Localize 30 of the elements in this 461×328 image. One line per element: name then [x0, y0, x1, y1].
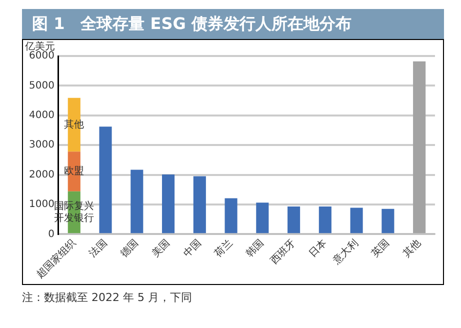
x-tick-label: 日本 — [306, 236, 330, 260]
bar — [99, 126, 112, 234]
text: 注：数据截至 2022 年 5 月，下同 — [22, 290, 192, 305]
x-tick-label: 德国 — [118, 238, 141, 260]
x-tick-label: 中国 — [180, 236, 204, 260]
chart-title: 图 1 全球存量 ESG 债券发行人所在地分布 — [22, 9, 444, 39]
bar — [256, 202, 269, 234]
y-tick-label: 1000 — [28, 199, 54, 210]
bar — [224, 198, 238, 234]
x-tick-label: 美国 — [150, 236, 172, 260]
x-tick-label: 意大利 — [330, 236, 361, 268]
bar — [288, 206, 300, 234]
y-tick-label: 2000 — [28, 169, 54, 180]
y-tick-label: 6000 — [28, 50, 54, 62]
bar — [130, 170, 144, 234]
bar — [193, 176, 206, 234]
y-tick-label: 4000 — [28, 110, 54, 121]
bar — [162, 174, 175, 234]
x-tick-label: 英国 — [369, 236, 392, 260]
bar — [318, 206, 332, 234]
x-tick-label: 荷兰 — [212, 236, 235, 260]
x-tick-label: 西班牙 — [268, 236, 298, 267]
bar — [382, 208, 394, 234]
bar — [413, 61, 426, 234]
y-tick-label: 3000 — [28, 140, 54, 151]
y-tick-label: 5000 — [28, 80, 54, 92]
x-tick-label: 韩国 — [244, 236, 266, 260]
bar — [350, 208, 363, 234]
x-tick-label: 其他 — [400, 236, 424, 260]
x-tick-label: 法国 — [86, 236, 110, 260]
